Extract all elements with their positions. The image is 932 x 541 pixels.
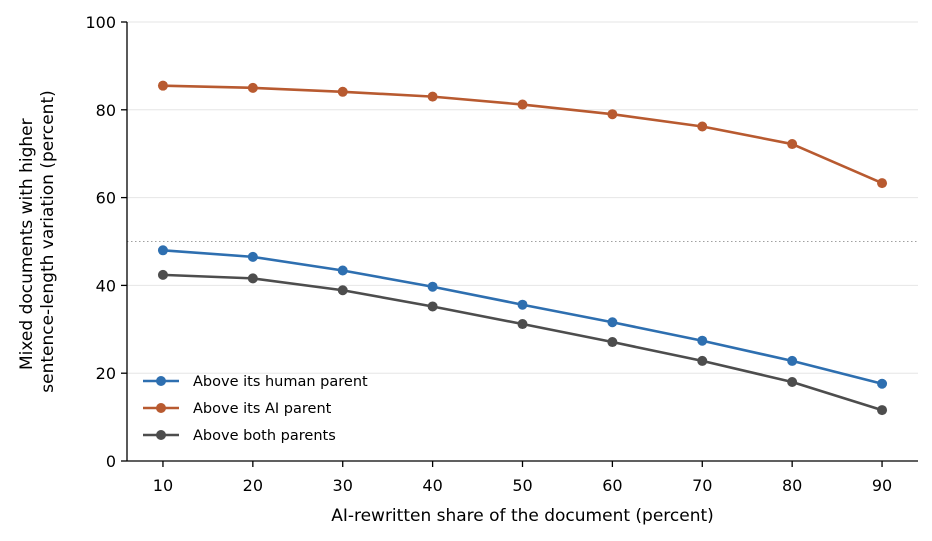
legend: Above its human parent Above its AI paren…: [143, 374, 368, 444]
y-axis-title: Mixed documents with higher sentence-len…: [17, 90, 58, 392]
grid: [127, 21, 918, 374]
series-group: [157, 80, 888, 416]
data-point: [337, 86, 348, 97]
x-tick-label: 40: [422, 476, 442, 495]
y-axis-title-line-1: Mixed documents with higher: [17, 118, 37, 370]
legend-label: Above both parents: [193, 428, 336, 444]
y-tick-label: 60: [96, 189, 116, 208]
data-point: [607, 109, 618, 120]
data-point: [607, 337, 618, 348]
data-point: [517, 99, 528, 110]
legend-swatch-marker: [156, 376, 166, 386]
series-1: [157, 80, 888, 189]
legend-swatch-marker: [156, 403, 166, 413]
data-point: [697, 355, 708, 366]
legend-item: Above both parents: [143, 428, 336, 444]
data-point: [157, 269, 168, 280]
legend-item: Above its AI parent: [143, 401, 332, 417]
data-point: [787, 355, 798, 366]
series-line: [162, 248, 883, 385]
y-tick-label: 80: [96, 101, 116, 120]
data-point: [427, 91, 438, 102]
data-point: [337, 265, 348, 276]
y-tick-label: 40: [96, 276, 116, 295]
data-point: [247, 251, 258, 262]
data-point: [697, 121, 708, 132]
y-tick-label: 100: [85, 13, 116, 32]
data-point: [787, 376, 798, 387]
data-point: [157, 245, 168, 256]
data-point: [607, 317, 618, 328]
x-tick-label: 10: [153, 476, 173, 495]
data-point: [247, 82, 258, 93]
data-point: [517, 319, 528, 330]
legend-item: Above its human parent: [143, 374, 368, 390]
data-point: [427, 301, 438, 312]
x-tick-label: 30: [333, 476, 353, 495]
legend-swatch-marker: [156, 430, 166, 440]
data-point: [337, 285, 348, 296]
data-point: [697, 335, 708, 346]
x-tick-label: 20: [243, 476, 263, 495]
data-point: [877, 405, 888, 416]
x-tick-label: 60: [602, 476, 622, 495]
x-tick-label: 70: [692, 476, 712, 495]
data-point: [157, 80, 168, 91]
data-point: [247, 273, 258, 284]
series-0: [157, 245, 888, 389]
data-point: [877, 178, 888, 189]
x-tick-label: 90: [872, 476, 892, 495]
y-tick-label: 0: [106, 452, 116, 471]
legend-label: Above its human parent: [193, 374, 368, 390]
data-point: [877, 378, 888, 389]
ticks: 0 20 40 60 80 100 10 20 30 40 50 60 70 80 90: [85, 13, 892, 495]
y-axis-title-line-2: sentence-length variation (percent): [38, 90, 58, 392]
data-point: [427, 281, 438, 292]
x-tick-label: 50: [512, 476, 532, 495]
legend-label: Above its AI parent: [193, 401, 332, 417]
x-axis-title: AI-rewritten share of the document (perc…: [331, 506, 714, 526]
x-tick-label: 80: [782, 476, 802, 495]
data-point: [787, 139, 798, 150]
series-2: [157, 269, 888, 416]
data-point: [517, 299, 528, 310]
y-tick-label: 20: [96, 364, 116, 383]
